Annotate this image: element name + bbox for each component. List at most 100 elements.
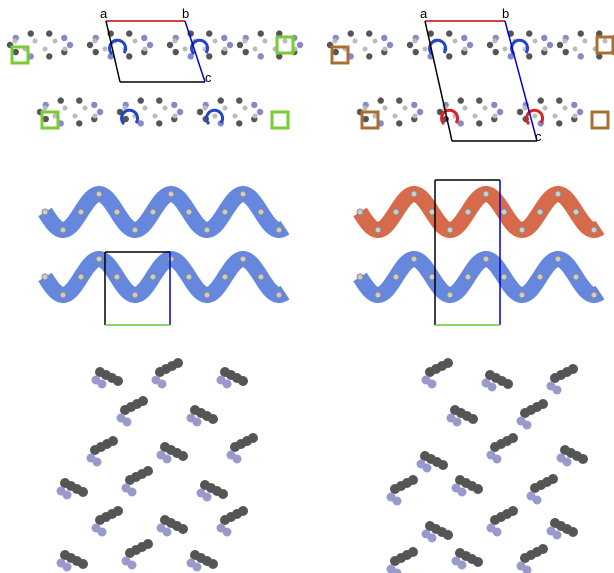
atom — [372, 38, 378, 44]
atom — [143, 539, 153, 549]
atom — [167, 190, 175, 198]
atom — [77, 273, 85, 281]
atom — [12, 48, 19, 56]
atom — [568, 527, 578, 537]
atom — [537, 97, 544, 104]
atom — [52, 113, 58, 119]
atom — [548, 474, 558, 484]
atom — [522, 105, 528, 111]
ring — [270, 110, 290, 130]
atom — [282, 38, 288, 44]
atom — [162, 105, 168, 111]
rotation-arrow — [428, 38, 448, 56]
atom — [446, 30, 453, 37]
atom — [222, 105, 228, 111]
atom — [554, 190, 562, 198]
cell-edge — [424, 20, 453, 142]
atom — [42, 46, 48, 52]
atom — [182, 46, 188, 52]
atom — [462, 46, 468, 52]
atom — [107, 53, 114, 60]
atom — [108, 436, 118, 446]
cell-edge — [105, 20, 121, 83]
atom — [122, 115, 129, 123]
cell-right: a b c — [420, 6, 542, 144]
atom — [473, 557, 483, 567]
atom — [577, 30, 584, 37]
atom — [95, 190, 103, 198]
atom — [257, 208, 265, 216]
atom — [590, 226, 598, 234]
atom — [427, 379, 437, 389]
atom — [46, 53, 53, 60]
atom — [462, 105, 468, 111]
atom — [236, 120, 243, 127]
atom — [472, 113, 478, 119]
atom — [262, 38, 268, 44]
atom — [221, 208, 229, 216]
atom — [410, 255, 418, 263]
atom — [131, 226, 139, 234]
axis-label: a — [420, 6, 428, 21]
atom — [76, 97, 83, 104]
atom — [402, 105, 408, 111]
atom — [552, 113, 558, 119]
atom — [396, 120, 403, 127]
atom — [97, 527, 107, 537]
atom — [410, 190, 418, 198]
atom — [72, 113, 78, 119]
atom — [142, 46, 148, 52]
rotation-arrow — [510, 38, 530, 56]
atom — [222, 46, 228, 52]
decoration — [6, 30, 614, 573]
atom — [422, 463, 432, 473]
atom — [541, 34, 548, 42]
atom — [232, 113, 238, 119]
atom — [97, 379, 107, 389]
atom — [149, 208, 157, 216]
atom — [487, 382, 497, 392]
atom — [127, 487, 137, 497]
atom — [178, 524, 188, 534]
atom — [392, 208, 400, 216]
atom — [582, 38, 588, 44]
atom — [296, 41, 304, 49]
atom — [86, 41, 94, 49]
atom — [92, 38, 98, 44]
atom — [476, 97, 483, 104]
atom — [256, 108, 264, 116]
atom — [202, 105, 208, 111]
atom — [532, 495, 542, 505]
atom — [236, 41, 244, 49]
atom — [203, 226, 211, 234]
atom — [356, 208, 364, 216]
atom — [252, 113, 258, 119]
atom — [496, 108, 504, 116]
rotation-arrow — [440, 108, 460, 126]
rotation-arrow — [120, 108, 140, 126]
atom — [572, 273, 580, 281]
atom — [422, 46, 428, 52]
atom — [202, 492, 212, 502]
atom — [411, 101, 418, 109]
atom — [602, 38, 608, 44]
atom — [457, 120, 464, 127]
atom — [192, 417, 202, 427]
axis-label: c — [535, 129, 542, 144]
atom — [137, 120, 144, 127]
atom — [356, 273, 364, 281]
atom — [408, 547, 418, 557]
ring — [40, 110, 60, 130]
atom — [412, 48, 419, 56]
atom — [167, 255, 175, 263]
atom — [149, 273, 157, 281]
atom — [276, 30, 283, 37]
ring — [275, 35, 295, 55]
cell-left: a b c — [100, 6, 212, 85]
axis-label: a — [100, 6, 108, 21]
atom — [62, 46, 68, 52]
atom — [556, 120, 563, 127]
atom — [157, 379, 167, 389]
atom — [78, 487, 88, 497]
atom — [468, 414, 478, 424]
